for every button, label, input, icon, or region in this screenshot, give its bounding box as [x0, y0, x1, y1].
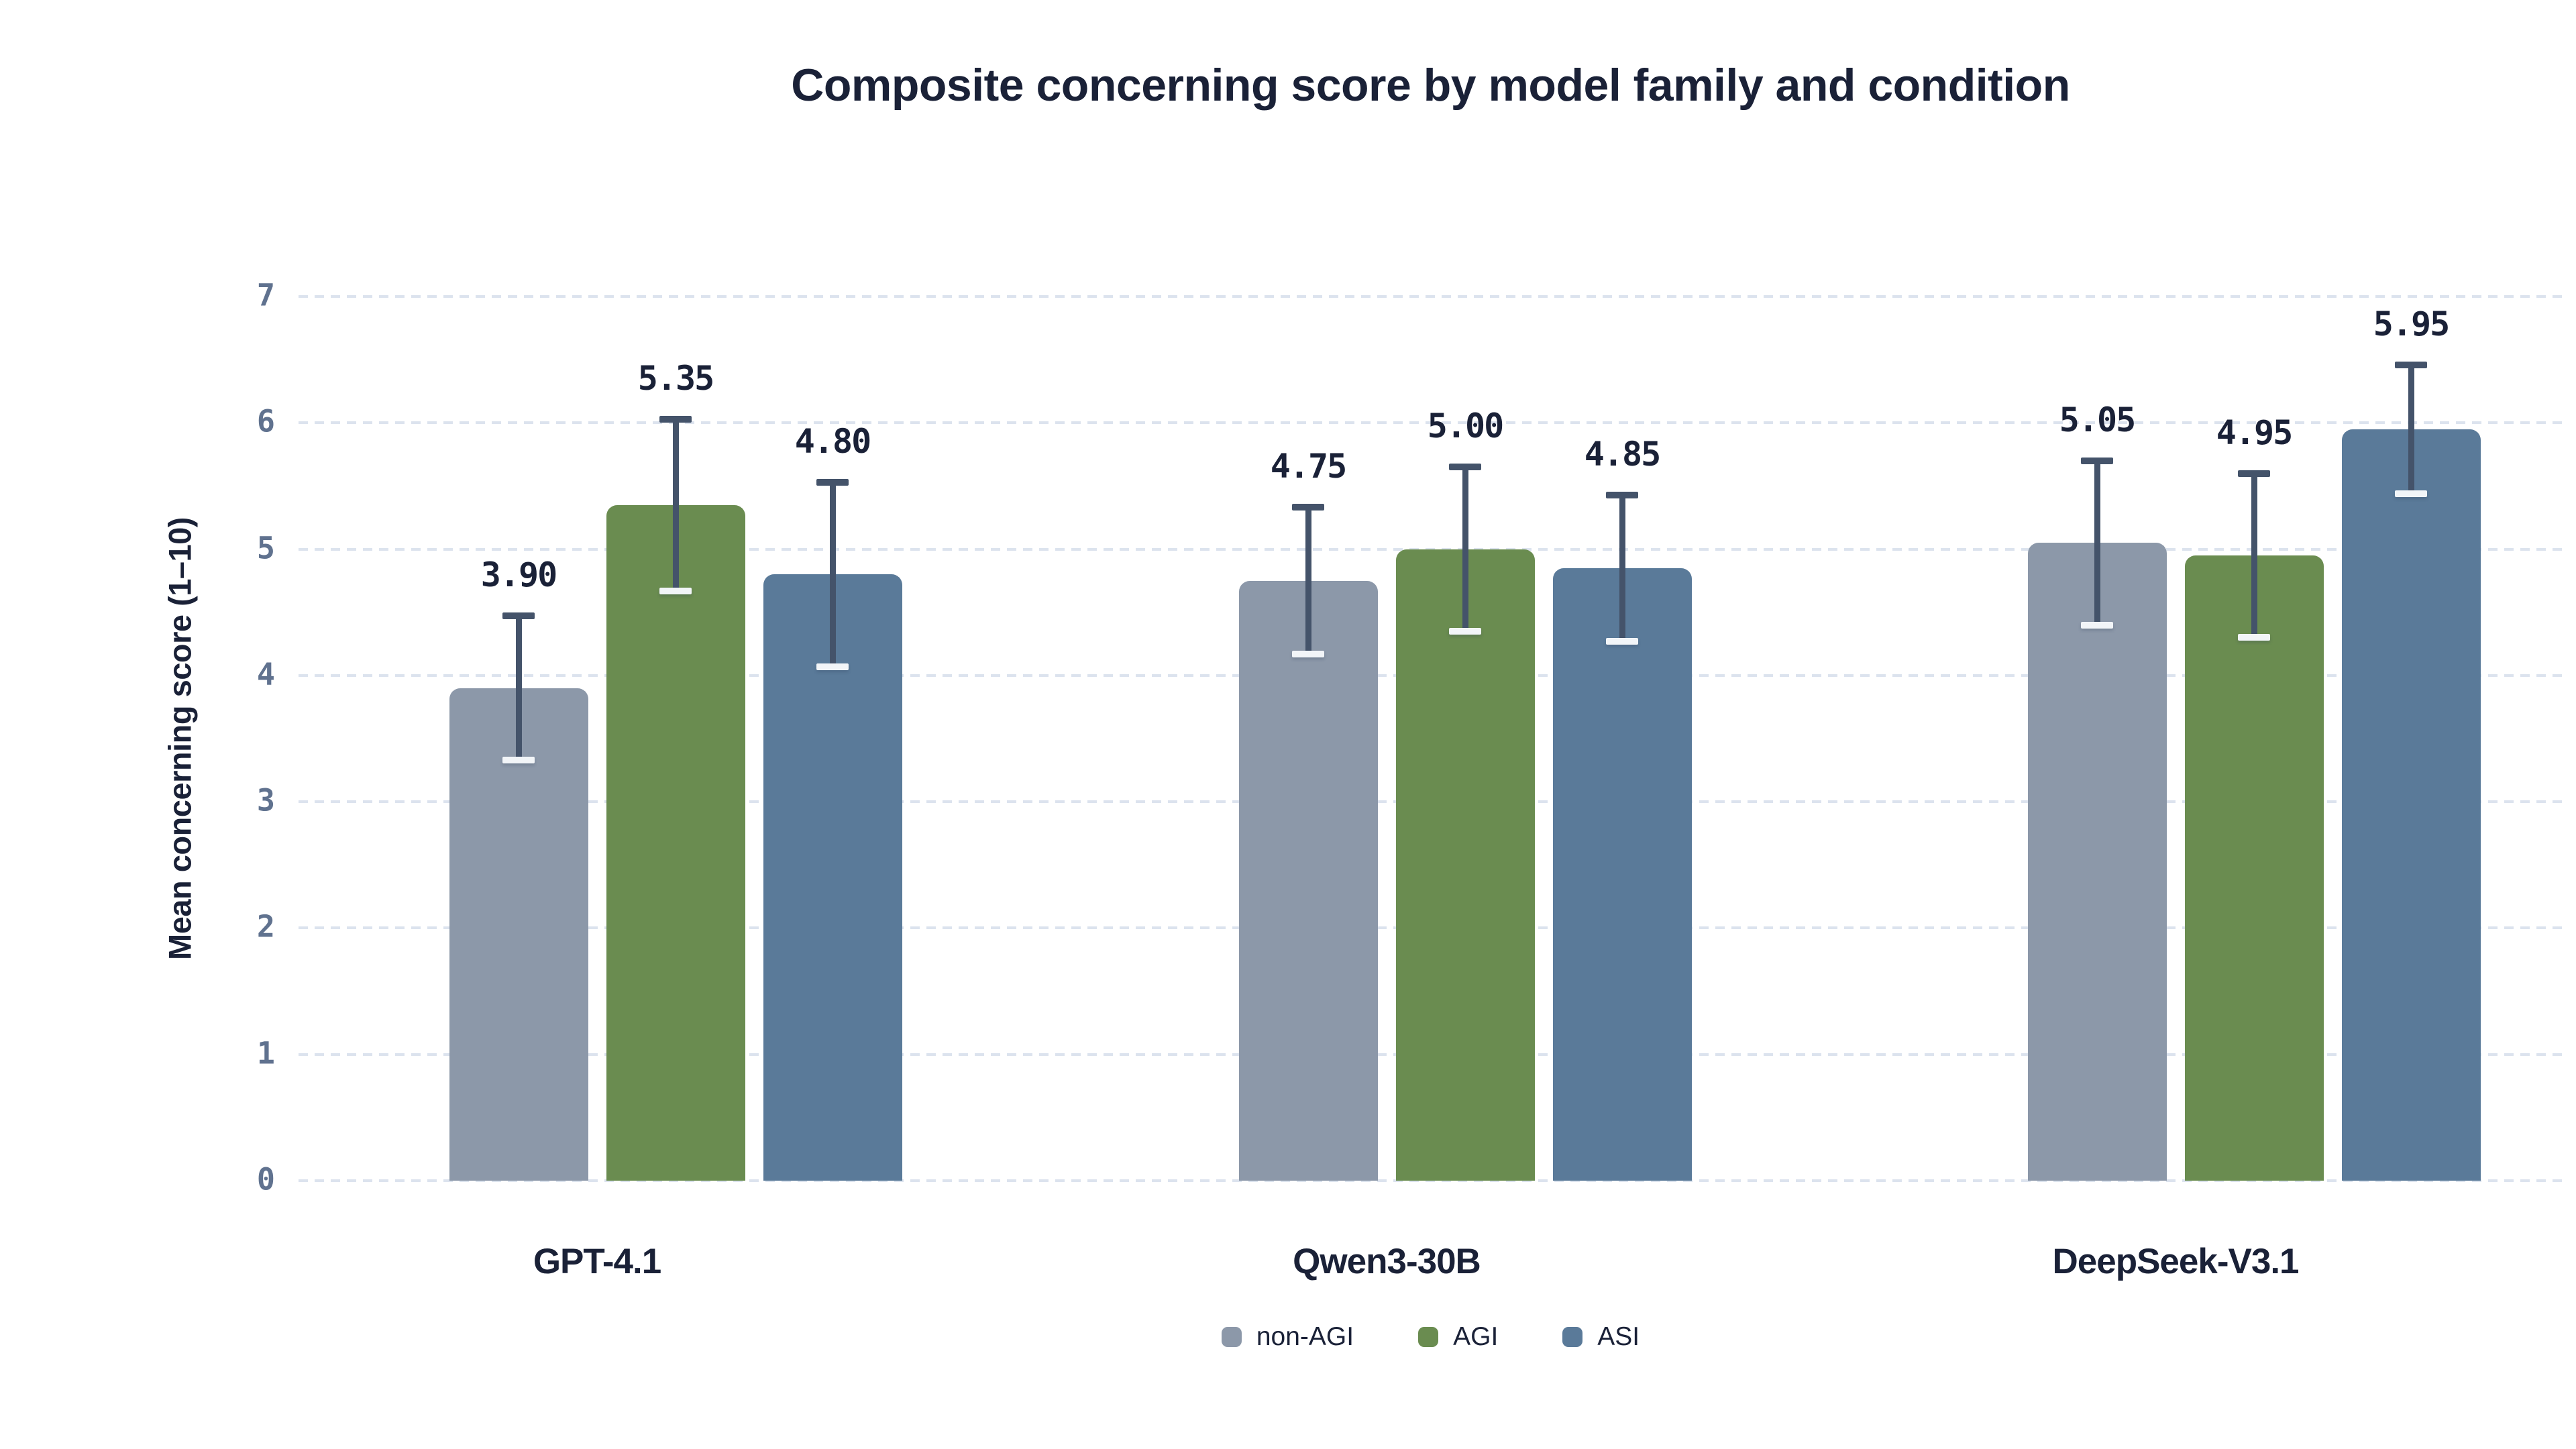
legend-item-ASI: ASI: [1562, 1322, 1640, 1352]
error-bar-cap-bottom: [502, 757, 535, 763]
bar-value-label: 4.75: [1270, 447, 1347, 486]
error-bar-cap-top: [1292, 504, 1324, 511]
error-bar-line: [672, 419, 679, 591]
bar-value-label: 5.35: [637, 358, 714, 398]
bar-ASI-DeepSeek-V3.1: [2341, 429, 2481, 1181]
gridline-y0: [299, 1179, 2563, 1182]
error-bar-line: [515, 616, 522, 760]
bar-value-label: 4.80: [794, 421, 871, 461]
y-tick-label: 2: [256, 908, 275, 945]
bar-AGI-Qwen3-30B: [1395, 549, 1535, 1181]
bar-value-label: 3.90: [480, 555, 557, 595]
error-bar-line: [1305, 507, 1311, 654]
legend-label: ASI: [1597, 1322, 1640, 1351]
y-tick-label: 6: [256, 403, 275, 439]
y-tick-label: 5: [256, 529, 275, 566]
error-bar-cap-top: [1606, 491, 1638, 498]
error-bar-cap-top: [2395, 361, 2427, 368]
error-bar-line: [2408, 364, 2414, 494]
error-bar-line: [1619, 494, 1625, 641]
error-bar-cap-bottom: [659, 587, 692, 594]
error-bar-cap-bottom: [2395, 490, 2427, 497]
y-tick-label: 4: [256, 656, 275, 692]
y-tick-label: 1: [256, 1035, 275, 1071]
x-category-label: DeepSeek-V3.1: [2052, 1242, 2299, 1281]
gridline-y7: [299, 295, 2563, 298]
gridline-y6: [299, 421, 2563, 425]
bar-value-label: 4.85: [1584, 434, 1661, 474]
bar-value-label: 5.95: [2373, 304, 2450, 343]
legend-swatch-icon: [1418, 1327, 1439, 1347]
legend-label: AGI: [1453, 1322, 1499, 1351]
error-bar-line: [1462, 467, 1468, 631]
legend-item-AGI: AGI: [1418, 1322, 1498, 1352]
y-tick-label: 0: [256, 1161, 275, 1197]
legend-swatch-icon: [1562, 1327, 1583, 1347]
bar-value-label: 4.95: [2216, 413, 2293, 452]
bar-value-label: 5.05: [2059, 400, 2136, 439]
bar-AGI-GPT-4.1: [606, 504, 745, 1181]
legend-swatch-icon: [1221, 1327, 1242, 1347]
bar-non-AGI-GPT-4.1: [449, 688, 588, 1181]
legend: non-AGI AGI ASI: [299, 1313, 2563, 1360]
legend-item-non-AGI: non-AGI: [1221, 1322, 1354, 1352]
error-bar-line: [829, 482, 836, 667]
error-bar-cap-top: [2238, 470, 2270, 477]
bar-AGI-DeepSeek-V3.1: [2184, 555, 2324, 1181]
bar-non-AGI-Qwen3-30B: [1238, 580, 1378, 1181]
error-bar-line: [2251, 473, 2257, 638]
error-bar-cap-top: [502, 612, 535, 620]
error-bar-cap-top: [1449, 464, 1481, 471]
x-category-label: GPT-4.1: [533, 1242, 661, 1281]
error-bar-cap-bottom: [2238, 634, 2270, 641]
error-bar-cap-top: [816, 478, 849, 486]
error-bar-cap-top: [2081, 457, 2113, 464]
bar-ASI-Qwen3-30B: [1552, 568, 1692, 1181]
error-bar-cap-bottom: [1606, 638, 1638, 645]
error-bar-cap-bottom: [2081, 621, 2113, 629]
error-bar-cap-bottom: [816, 663, 849, 670]
y-tick-label: 3: [256, 782, 275, 818]
error-bar-cap-top: [659, 415, 692, 423]
legend-label: non-AGI: [1256, 1322, 1354, 1351]
x-category-label: Qwen3-30B: [1293, 1242, 1481, 1281]
bar-non-AGI-DeepSeek-V3.1: [2027, 543, 2167, 1181]
error-bar-cap-bottom: [1449, 627, 1481, 635]
error-bar-line: [2094, 460, 2100, 625]
error-bar-cap-bottom: [1292, 650, 1324, 657]
y-tick-label: 7: [256, 277, 275, 313]
bar-value-label: 5.00: [1427, 407, 1504, 446]
bar-ASI-GPT-4.1: [763, 574, 902, 1181]
chart-title: Composite concerning score by model fami…: [791, 60, 2070, 111]
